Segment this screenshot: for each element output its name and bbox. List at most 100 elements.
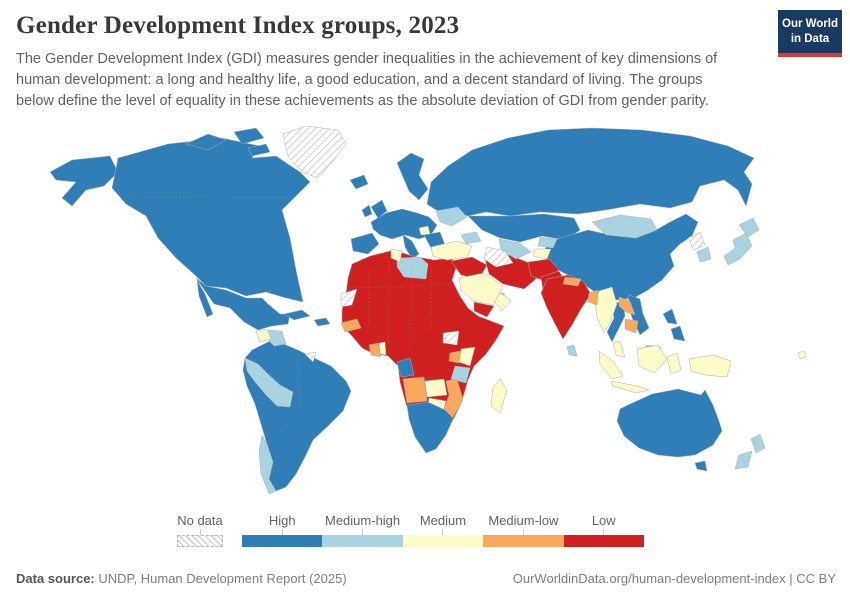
map-mongolia[interactable]	[591, 214, 658, 239]
owid-logo-line1: Our World	[782, 18, 839, 30]
map-cuba[interactable]	[283, 309, 311, 321]
map-south-korea[interactable]	[696, 246, 712, 263]
map-suriname[interactable]	[304, 351, 317, 363]
map-turkmenistan[interactable]	[483, 246, 514, 268]
map-alaska[interactable]	[49, 155, 119, 207]
map-libya[interactable]	[396, 256, 429, 280]
map-south-sudan[interactable]	[442, 330, 460, 346]
map-ireland[interactable]	[361, 204, 373, 218]
map-iberia[interactable]	[350, 232, 380, 255]
map-south-america[interactable]	[242, 340, 352, 492]
map-tasmania[interactable]	[694, 460, 708, 472]
map-balkan-yellow-spot[interactable]	[418, 225, 431, 236]
map-zambia[interactable]	[424, 378, 448, 398]
map-caucasus[interactable]	[460, 231, 482, 245]
map-north-korea[interactable]	[687, 231, 706, 251]
map-ukraine[interactable]	[435, 206, 468, 227]
map-ghana[interactable]	[368, 342, 382, 358]
map-cambodia[interactable]	[624, 318, 639, 334]
map-arctic-island-3[interactable]	[247, 143, 271, 157]
map-japan-honshu[interactable]	[723, 232, 753, 266]
legend-tick	[442, 529, 444, 535]
map-new-guinea[interactable]	[688, 354, 732, 378]
map-congo-gabon[interactable]	[396, 357, 415, 378]
legend-no-data-swatch[interactable]	[177, 535, 223, 547]
owid-logo-text: Our World in Data	[778, 10, 842, 53]
map-uzbekistan[interactable]	[498, 238, 532, 260]
map-angola[interactable]	[402, 376, 428, 404]
legend-tick	[199, 529, 201, 535]
legend-group-medium-high[interactable]: Medium-high	[322, 513, 403, 547]
map-philippines-north[interactable]	[662, 308, 678, 325]
map-kyrgyzstan[interactable]	[537, 236, 558, 249]
map-borneo[interactable]	[636, 344, 668, 374]
map-new-zealand-south[interactable]	[734, 450, 753, 470]
map-saudi-arabia[interactable]	[458, 272, 504, 306]
data-source-text: UNDP, Human Development Report (2025)	[94, 571, 347, 586]
map-sri-lanka[interactable]	[566, 344, 578, 357]
map-bangladesh[interactable]	[587, 289, 599, 306]
legend-group-medium[interactable]: Medium	[402, 513, 484, 547]
owid-logo[interactable]: Our World in Data	[778, 10, 842, 57]
legend-group-high[interactable]: High	[242, 513, 323, 547]
legend-swatch-medium-high[interactable]	[322, 535, 403, 547]
map-baja-california[interactable]	[196, 279, 214, 318]
map-tanzania[interactable]	[450, 365, 471, 384]
map-tunisia[interactable]	[390, 248, 403, 263]
map-chile[interactable]	[258, 434, 277, 495]
map-japan-hokkaido[interactable]	[738, 217, 760, 238]
owid-logo-line2: in Data	[790, 32, 830, 45]
map-uganda[interactable]	[448, 350, 462, 364]
map-new-zealand-north[interactable]	[750, 433, 766, 454]
map-legend: No data High Medium-high Medium Medium-l…	[177, 513, 644, 547]
page-title: Gender Development Index groups, 2023	[16, 12, 460, 39]
map-tajikistan[interactable]	[532, 248, 552, 260]
map-fiji-islet[interactable]	[797, 350, 807, 360]
legend-group-medium-low[interactable]: Medium-low	[483, 513, 564, 547]
legend-swatch-high[interactable]	[242, 535, 323, 547]
legend-no-data[interactable]: No data	[177, 513, 223, 547]
legend-tick	[522, 529, 524, 535]
map-united-kingdom[interactable]	[370, 199, 388, 219]
map-syria-iraq[interactable]	[450, 256, 488, 280]
map-myanmar[interactable]	[594, 286, 618, 334]
map-nepal[interactable]	[562, 276, 582, 287]
owid-link[interactable]: OurWorldinData.org/human-development-ind…	[512, 571, 836, 586]
map-yemen[interactable]	[473, 301, 495, 318]
map-java[interactable]	[610, 380, 650, 394]
map-western-sahara[interactable]	[340, 288, 358, 308]
map-greenland[interactable]	[282, 125, 347, 179]
map-oman[interactable]	[494, 292, 512, 312]
map-sulawesi[interactable]	[666, 352, 682, 375]
map-hispaniola[interactable]	[313, 317, 331, 327]
map-australia[interactable]	[616, 388, 723, 458]
map-madagascar[interactable]	[490, 378, 508, 414]
map-mexico[interactable]	[195, 277, 291, 331]
legend-group-low[interactable]: Low	[563, 513, 644, 547]
owid-logo-accent-bar	[778, 52, 842, 57]
legend-swatch-medium-low[interactable]	[483, 535, 564, 547]
legend-swatch-low[interactable]	[563, 535, 644, 547]
map-canada-usa[interactable]	[111, 137, 311, 303]
legend-label-medium-high: Medium-high	[325, 513, 401, 528]
map-arctic-island-1[interactable]	[185, 133, 227, 151]
map-sumatra[interactable]	[598, 350, 624, 380]
map-malaysia-peninsula[interactable]	[612, 340, 626, 358]
map-senegal[interactable]	[340, 318, 362, 333]
map-russia[interactable]	[426, 127, 755, 217]
legend-swatch-medium[interactable]	[402, 535, 484, 547]
world-map	[0, 118, 850, 512]
world-map-svg	[49, 125, 807, 495]
legend-tick	[362, 529, 364, 535]
map-turkey[interactable]	[430, 240, 473, 261]
chart-subtitle: The Gender Development Index (GDI) measu…	[16, 51, 718, 110]
map-scandinavia[interactable]	[396, 152, 429, 201]
map-southern-africa[interactable]	[406, 401, 454, 454]
map-philippines-south[interactable]	[670, 325, 686, 342]
map-andes-peru-bolivia[interactable]	[244, 357, 294, 408]
data-source: Data source: UNDP, Human Development Rep…	[16, 571, 347, 586]
map-iceland[interactable]	[349, 174, 369, 190]
map-arctic-island-2[interactable]	[233, 127, 265, 145]
map-guatemala[interactable]	[255, 328, 272, 343]
map-laos[interactable]	[618, 296, 636, 316]
